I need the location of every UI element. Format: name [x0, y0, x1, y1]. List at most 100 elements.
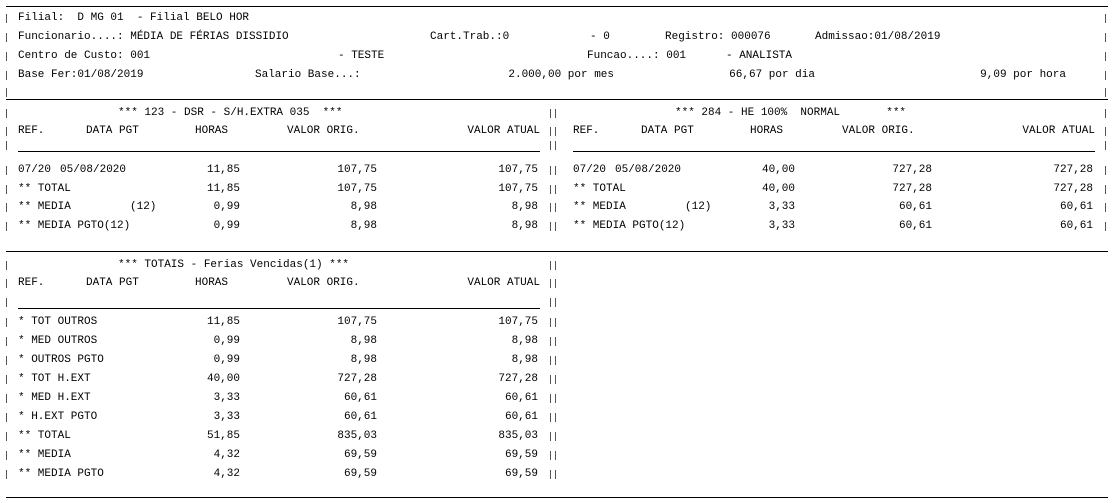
column-header: REF. [18, 277, 45, 289]
column-bar [6, 470, 7, 479]
header-field: 2.000,00 por mes [508, 69, 614, 81]
cell-value: 60,61 [343, 411, 377, 423]
column-bar [1105, 184, 1106, 194]
header-field: Salario Base...: [255, 69, 361, 81]
column-header: VALOR ATUAL [1022, 125, 1095, 137]
header-field: Centro de Custo: 001 [18, 50, 151, 62]
cell-hours: 11,85 [206, 316, 240, 328]
column-header: DATA PGT [86, 125, 139, 137]
column-bar [555, 261, 556, 270]
cell-value: 727,28 [892, 182, 932, 195]
column-bar [550, 375, 551, 384]
column-header: HORAS [195, 125, 229, 137]
column-bar [6, 298, 7, 307]
cell-hours: 3,33 [768, 201, 795, 214]
cell-hours: 4,32 [213, 468, 240, 480]
cell-ref: ** MEDIA [18, 449, 71, 461]
rule [18, 151, 540, 152]
header-field: - 0 [590, 31, 610, 43]
cell-date: 05/08/2020 [60, 164, 127, 176]
rule [6, 251, 1108, 252]
column-bar [550, 356, 551, 365]
column-bar [1105, 88, 1106, 97]
column-bar [6, 203, 7, 213]
column-bar [555, 166, 556, 175]
cell-date: 05/08/2020 [615, 164, 682, 176]
cell-date: (12) [130, 201, 157, 214]
cell-value: 60,61 [1059, 201, 1093, 214]
column-header: HORAS [195, 277, 229, 289]
cell-value: 69,59 [504, 468, 538, 480]
cell-hours: 40,00 [761, 164, 795, 176]
column-bar [555, 356, 556, 365]
column-bar [550, 394, 551, 403]
cell-ref: * MED OUTROS [18, 335, 98, 347]
column-bar [6, 141, 7, 150]
cell-value: 107,75 [498, 316, 538, 328]
header-field: - ANALISTA [726, 50, 793, 62]
rule [18, 308, 540, 309]
column-bar [555, 451, 556, 460]
column-bar [555, 279, 556, 288]
rule [6, 497, 1108, 498]
cell-value: 69,59 [343, 468, 377, 480]
header-field: Admissao:01/08/2019 [815, 31, 941, 43]
column-header: DATA PGT [86, 277, 139, 289]
column-bar [550, 413, 551, 422]
section-title: *** 284 - HE 100% NORMAL *** [675, 107, 907, 119]
cell-value: 727,28 [1053, 182, 1093, 195]
column-bar [6, 14, 7, 23]
cell-ref: * H.EXT PGTO [18, 411, 98, 423]
column-bar [550, 109, 551, 118]
column-bar [555, 337, 556, 346]
column-bar [555, 222, 556, 232]
column-bar [6, 337, 7, 346]
column-bar [550, 261, 551, 270]
cell-value: 107,75 [337, 182, 377, 195]
column-bar [1105, 203, 1106, 213]
column-bar [6, 109, 7, 118]
cell-value: 107,75 [337, 316, 377, 328]
column-bar [550, 318, 551, 327]
column-bar [1105, 166, 1106, 175]
rule [6, 6, 1108, 7]
column-bar [6, 71, 7, 80]
column-bar [550, 222, 551, 232]
column-bar [1105, 14, 1106, 23]
column-bar [1105, 52, 1106, 61]
cell-ref: 07/20 [573, 164, 607, 176]
cell-value: 60,61 [343, 392, 377, 404]
cell-ref: * TOT H.EXT [18, 373, 91, 385]
column-bar [555, 318, 556, 327]
column-bar [1105, 127, 1106, 136]
column-bar [555, 394, 556, 403]
column-bar [6, 88, 7, 97]
header-field: Cart.Trab.:0 [430, 31, 510, 43]
header-field: Filial: D MG 01 - Filial BELO HOR [18, 12, 250, 24]
cell-ref: ** TOTAL [18, 430, 71, 442]
column-bar [6, 413, 7, 422]
column-bar [550, 337, 551, 346]
header-field: - TESTE [338, 50, 385, 62]
cell-ref: ** TOTAL [18, 182, 71, 195]
column-bar [1105, 141, 1106, 150]
column-bar [555, 203, 556, 213]
cell-value: 107,75 [498, 164, 538, 176]
cell-value: 60,61 [898, 201, 932, 214]
header-field: Funcao....: 001 [587, 50, 687, 62]
column-bar [6, 184, 7, 194]
cell-hours: 51,85 [206, 430, 240, 442]
column-bar [6, 261, 7, 270]
cell-ref: ** MEDIA PGTO(12) [18, 220, 131, 233]
rule [6, 99, 1108, 100]
column-bar [550, 279, 551, 288]
column-bar [550, 166, 551, 175]
column-bar [1105, 222, 1106, 232]
column-bar [550, 127, 551, 136]
cell-value: 8,98 [511, 354, 538, 366]
cell-value: 8,98 [350, 354, 377, 366]
cell-hours: 0,99 [213, 201, 240, 214]
cell-value: 835,03 [337, 430, 377, 442]
column-bar [6, 166, 7, 175]
cell-ref: ** TOTAL [573, 182, 626, 195]
